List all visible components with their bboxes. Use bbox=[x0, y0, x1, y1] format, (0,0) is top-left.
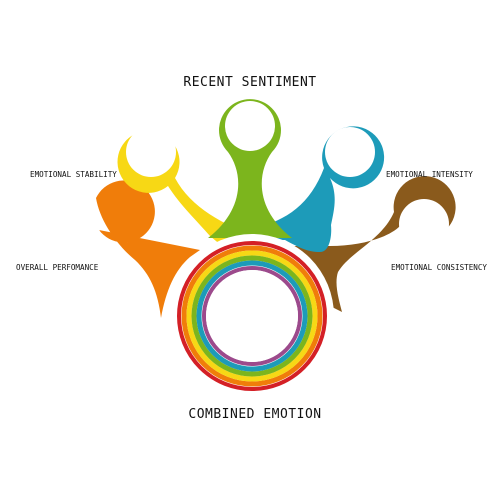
ring-green bbox=[191, 255, 313, 377]
label-combined-emotion: COMBINED EMOTION bbox=[188, 407, 321, 422]
ring-purple bbox=[202, 266, 302, 366]
petal-emotional-stability bbox=[117, 127, 270, 246]
ring-yellow bbox=[186, 250, 318, 382]
label-emotional-intensity: EMOTIONAL INTENSITY bbox=[386, 170, 473, 179]
petal-hole bbox=[225, 101, 275, 151]
ring-orange bbox=[181, 245, 323, 387]
petal-emotional-consistency bbox=[210, 176, 456, 312]
petal-emotional-intensity bbox=[235, 126, 385, 252]
ring-red bbox=[177, 241, 327, 391]
petal-hole bbox=[51, 197, 101, 247]
petal-hole bbox=[325, 127, 375, 177]
petal-hole bbox=[399, 199, 449, 249]
ring-blue bbox=[196, 260, 308, 372]
petal-hole bbox=[126, 127, 176, 177]
petal-overall-performance bbox=[51, 180, 200, 318]
label-emotional-consistency: EMOTIONAL CONSISTENCY bbox=[391, 263, 487, 272]
combined-emotion-rings bbox=[177, 241, 327, 391]
ring-center bbox=[206, 270, 298, 362]
label-overall-performance: OVERALL PERFOMANCE bbox=[16, 263, 99, 272]
title-recent-sentiment: RECENT SENTIMENT bbox=[183, 75, 316, 90]
label-emotional-stability: EMOTIONAL STABILITY bbox=[30, 170, 117, 179]
petal-recent-sentiment bbox=[208, 99, 292, 238]
